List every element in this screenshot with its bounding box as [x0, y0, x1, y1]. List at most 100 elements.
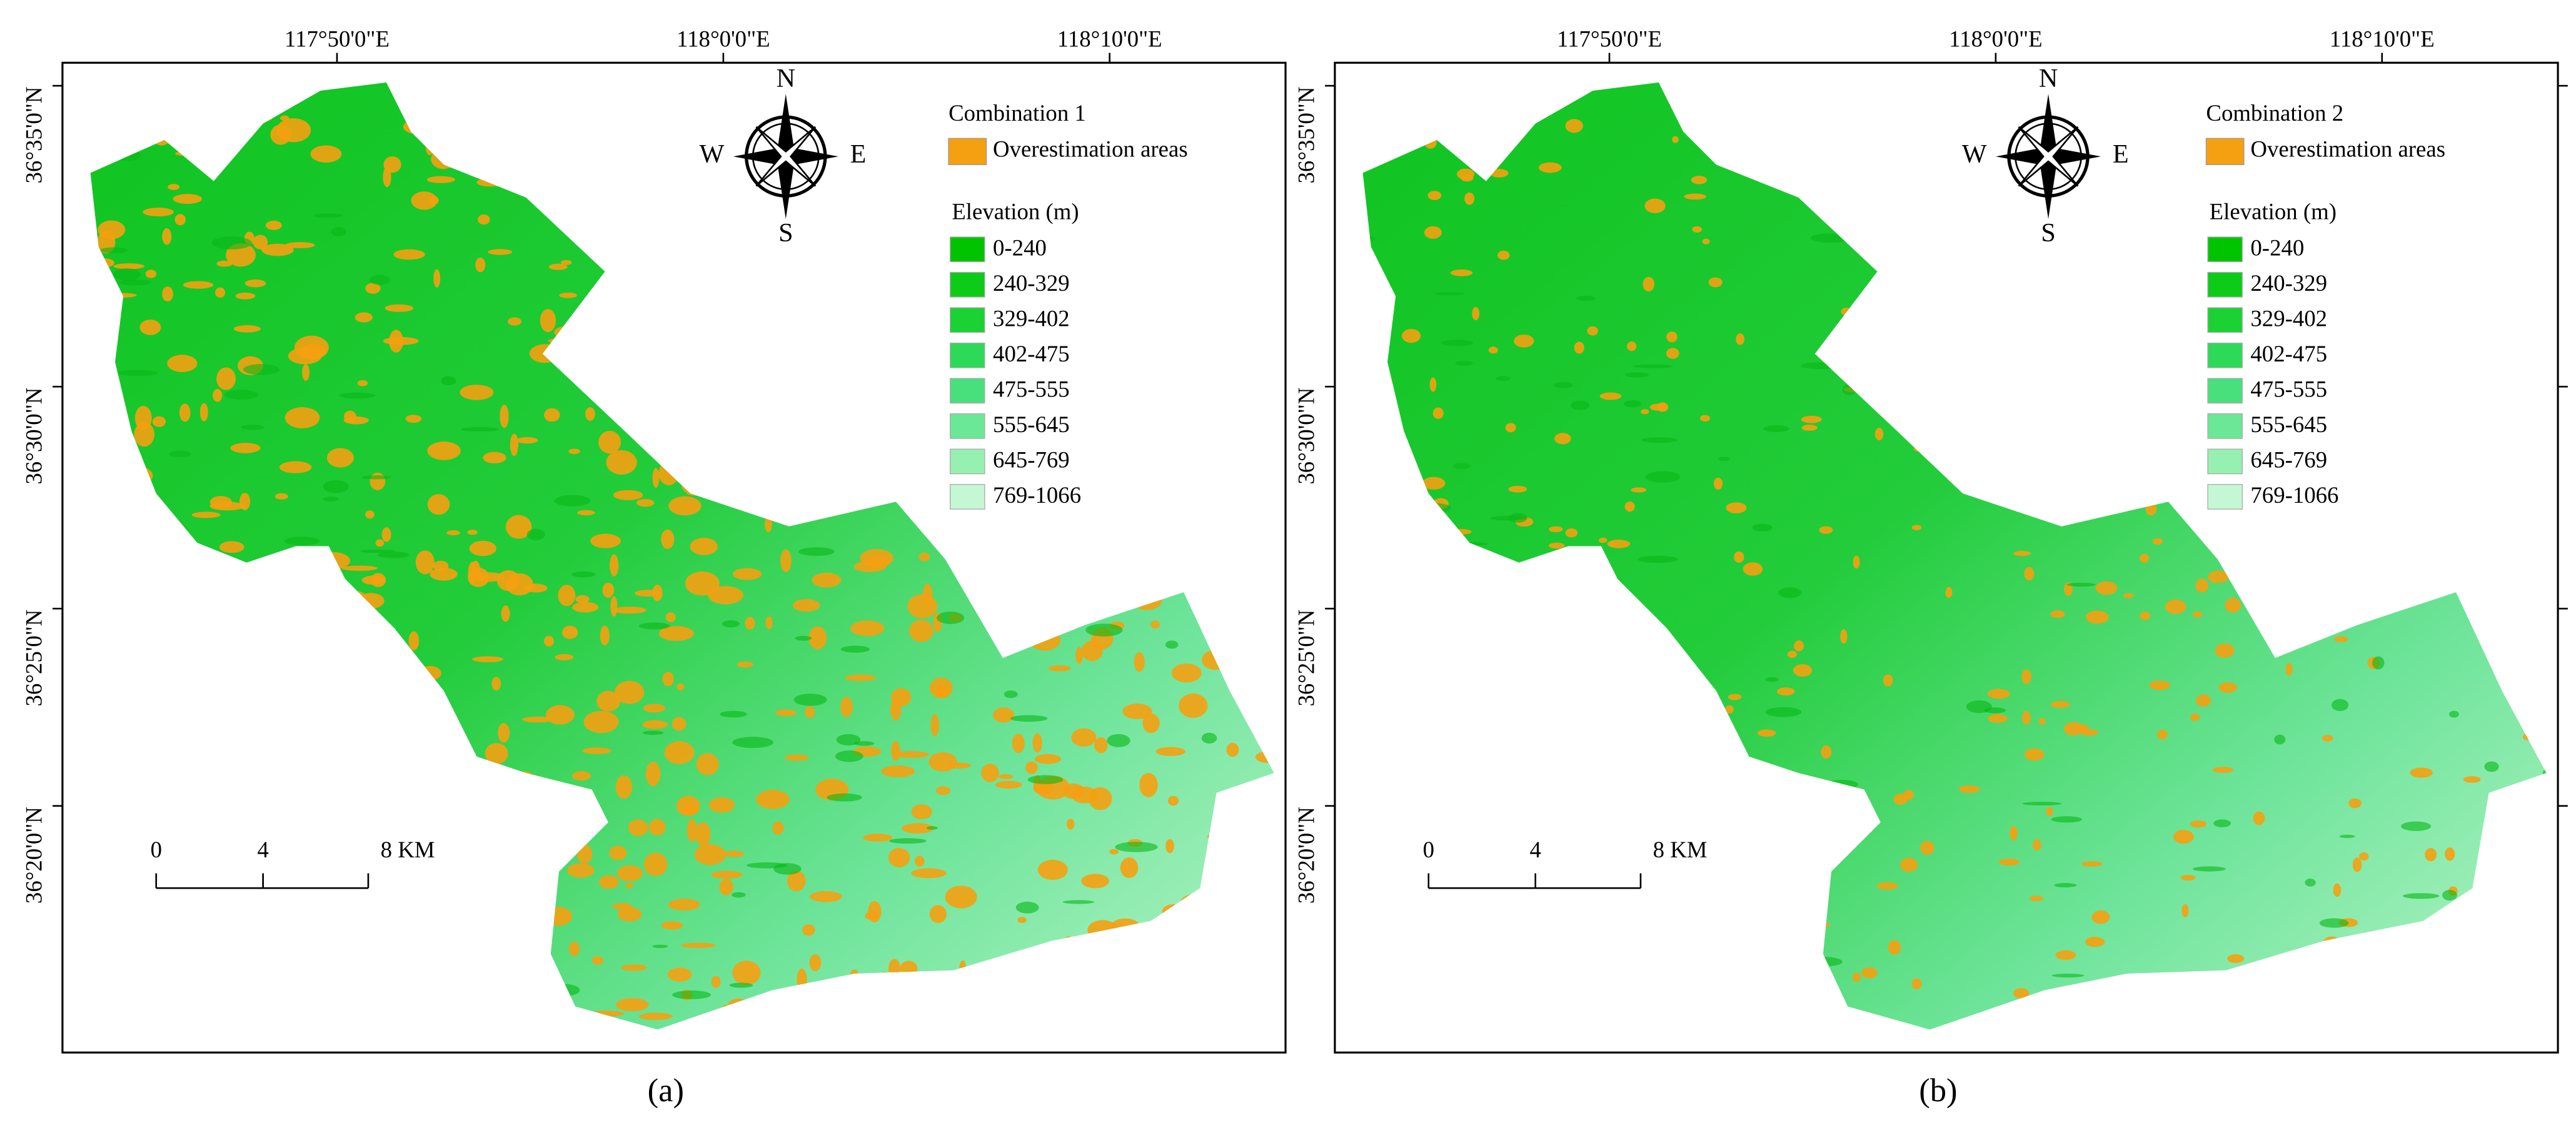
overestimation-patch — [1194, 82, 1213, 91]
overestimation-patch — [1913, 446, 1933, 452]
valley-patch — [213, 800, 229, 812]
overestimation-patch — [1554, 433, 1571, 445]
overestimation-patch — [90, 376, 97, 389]
overestimation-patch — [1122, 704, 1152, 719]
overestimation-patch — [2503, 907, 2522, 913]
overestimation-patch — [2352, 857, 2362, 872]
elevation-label: 769-1066 — [993, 482, 1081, 508]
valley-patch — [2345, 266, 2362, 280]
overestimation-patch — [900, 961, 918, 976]
overestimation-patch — [168, 184, 180, 190]
overestimation-patch — [1024, 126, 1039, 135]
overestimation-patch — [1684, 193, 1707, 200]
valley-patch — [1980, 198, 2013, 211]
valley-patch — [99, 759, 130, 770]
overestimation-patch — [244, 279, 266, 288]
overestimation-patch — [90, 624, 103, 642]
overestimation-patch — [1032, 123, 1040, 138]
elevation-swatch — [950, 378, 985, 404]
overestimation-patch — [2458, 502, 2478, 507]
overestimation-patch — [315, 552, 351, 570]
elevation-swatch — [950, 342, 985, 368]
overestimation-patch — [285, 242, 315, 248]
overestimation-patch — [573, 183, 597, 201]
overestimation-patch — [1522, 680, 1544, 692]
overestimation-patch — [143, 208, 174, 217]
overestimation-patch — [560, 260, 572, 265]
valley-patch — [2066, 582, 2096, 587]
overestimation-patch — [1993, 403, 2006, 410]
valley-patch — [2319, 918, 2349, 928]
overestimation-patch — [1432, 407, 1444, 420]
overestimation-patch — [284, 407, 320, 428]
overestimation-patch — [1514, 892, 1535, 900]
overestimation-patch — [1911, 978, 1922, 989]
overestimation-patch — [2483, 358, 2498, 369]
overestimation-patch — [1387, 922, 1396, 934]
overestimation-patch — [625, 883, 634, 889]
overestimation-patch — [1441, 770, 1456, 780]
overestimation-patch — [835, 338, 856, 353]
overestimation-patch — [2322, 735, 2333, 742]
overestimation-patch — [1424, 226, 1442, 239]
valley-patch — [2502, 671, 2543, 680]
overestimation-patch — [2215, 643, 2235, 658]
overestimation-patch — [116, 829, 153, 837]
overestimation-patch — [1883, 674, 1893, 687]
overestimation-patch — [371, 900, 381, 909]
overestimation-patch — [705, 1026, 725, 1030]
overestimation-patch — [1945, 587, 1953, 598]
overestimation-patch — [844, 288, 880, 303]
elevation-swatch — [2207, 378, 2243, 404]
overestimation-patch — [1150, 620, 1160, 629]
overestimation-patch — [995, 780, 1022, 789]
overestimation-patch — [400, 957, 426, 982]
overestimation-patch — [1582, 1031, 1592, 1037]
overestimation-patch — [651, 321, 683, 339]
valley-patch — [1680, 922, 1719, 934]
overestimation-patch — [138, 82, 148, 89]
overestimation-patch — [1247, 1017, 1262, 1024]
overestimation-patch — [589, 1011, 625, 1017]
overestimation-patch — [1587, 326, 1598, 336]
overestimation-patch — [667, 124, 683, 139]
overestimation-patch — [876, 358, 907, 371]
overestimation-patch — [645, 762, 661, 787]
overestimation-patch — [507, 317, 521, 326]
overestimation-patch — [544, 907, 573, 926]
overestimation-patch — [191, 512, 221, 518]
overestimation-patch — [516, 771, 536, 792]
overestimation-patch — [259, 954, 294, 976]
overestimation-patch — [610, 554, 619, 577]
overestimation-patch — [115, 110, 149, 135]
overestimation-patch — [1899, 857, 1918, 872]
overestimation-patch — [672, 717, 687, 731]
overestimation-patch — [745, 617, 755, 630]
overestimation-patch — [1206, 388, 1234, 405]
valley-patch — [219, 668, 244, 673]
overestimation-patch — [90, 544, 93, 550]
overestimation-patch — [819, 321, 839, 330]
overestimation-patch — [1034, 754, 1061, 764]
valley-patch — [672, 990, 712, 999]
valley-patch — [1868, 109, 1889, 118]
overestimation-patch — [346, 977, 364, 991]
overestimation-patch — [717, 191, 745, 202]
overestimation-patch — [1843, 189, 1853, 196]
valley-patch — [2192, 866, 2226, 872]
valley-patch — [1672, 761, 1690, 767]
elevation-label: 475-555 — [993, 376, 1070, 402]
overestimation-patch — [575, 193, 591, 208]
overestimation-patch — [732, 568, 762, 580]
overestimation-patch — [2528, 656, 2547, 670]
overestimation-patch — [1214, 82, 1230, 90]
valley-patch — [2335, 981, 2348, 988]
overestimation-patch — [496, 978, 532, 989]
overestimation-patch — [2325, 348, 2340, 356]
valley-patch — [1010, 715, 1048, 722]
overestimation-patch — [1134, 201, 1144, 211]
overestimation-patch — [1176, 460, 1208, 474]
overestimation-patch — [2063, 722, 2083, 736]
overestimation-patch — [1641, 946, 1648, 955]
overestimation-patch — [728, 97, 739, 114]
